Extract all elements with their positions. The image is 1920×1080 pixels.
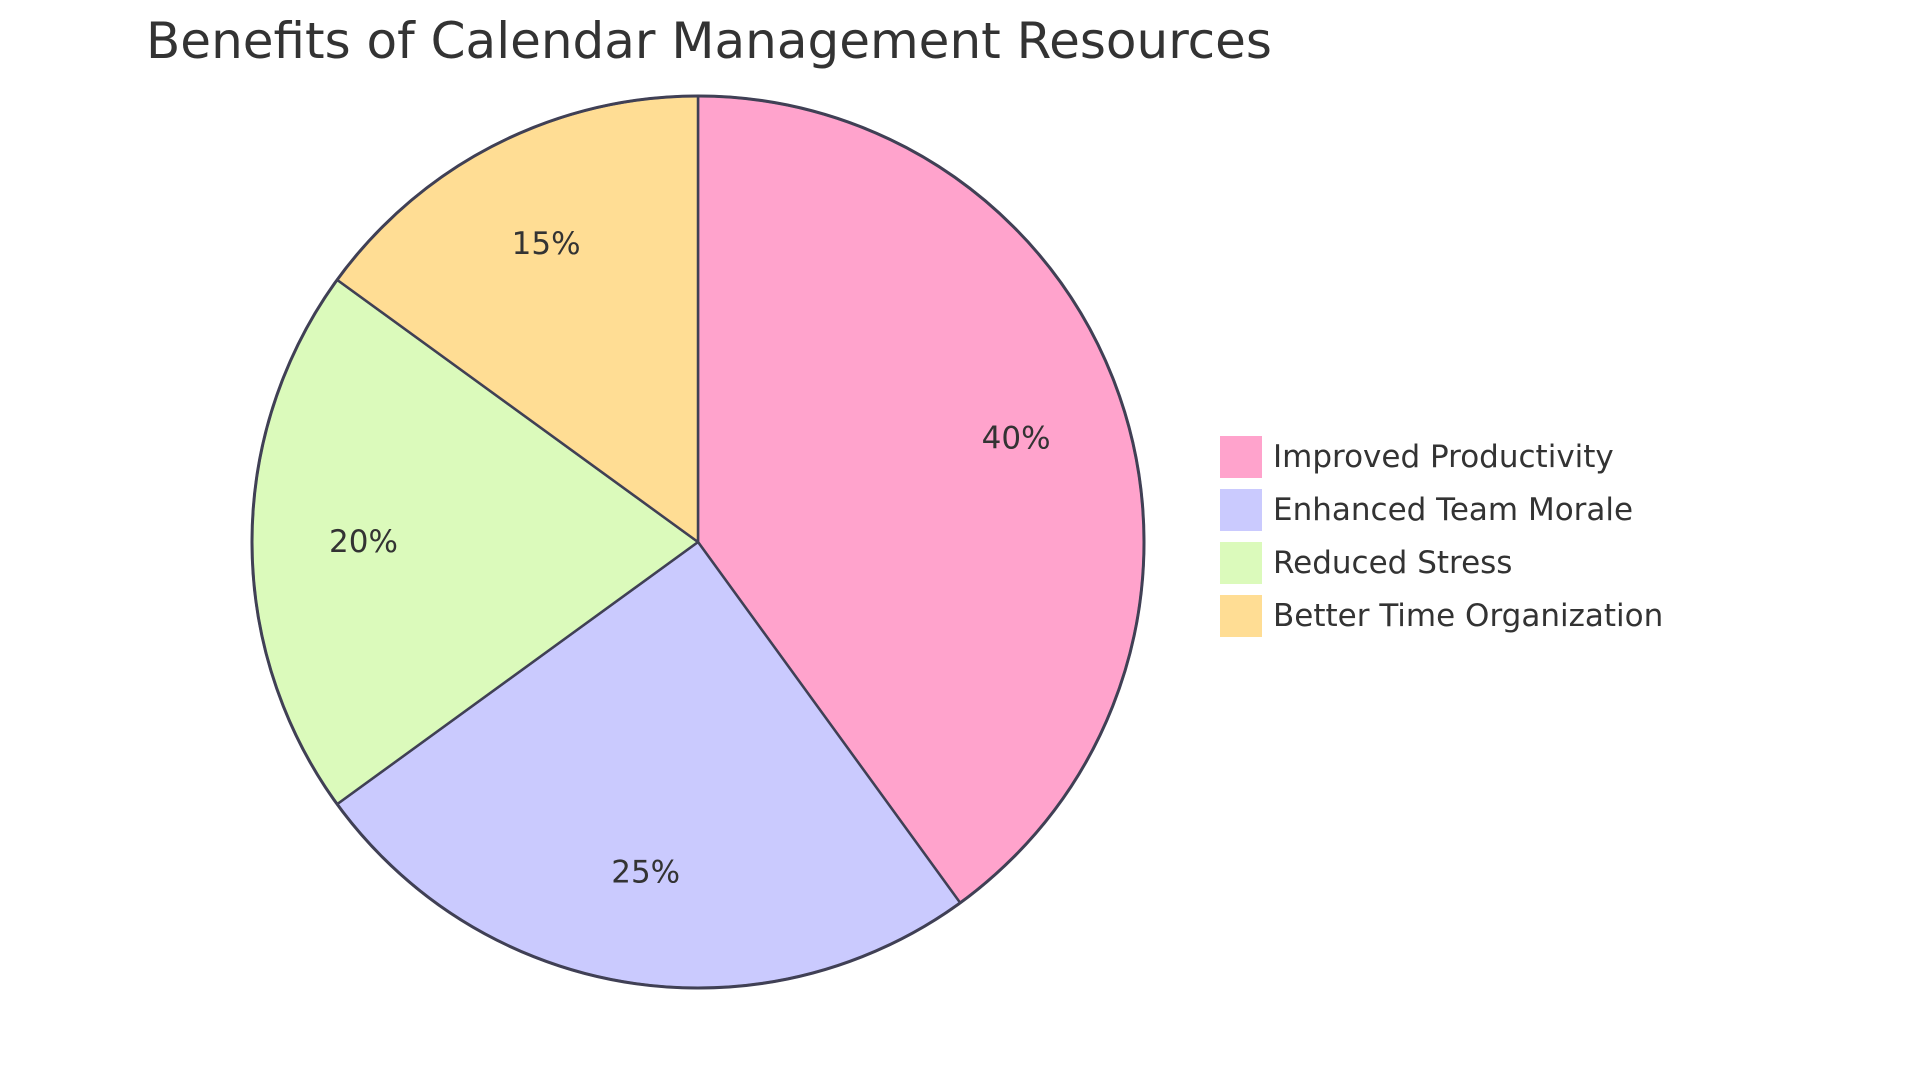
legend-item: Improved Productivity [1218, 434, 1614, 480]
legend-label: Reduced Stress [1273, 545, 1512, 581]
legend-item: Reduced Stress [1218, 540, 1512, 586]
slice-value-label: 20% [329, 524, 398, 560]
legend-label: Enhanced Team Morale [1273, 492, 1633, 528]
legend-swatch [1218, 593, 1264, 639]
legend-item: Enhanced Team Morale [1218, 487, 1633, 533]
chart-title: Benefits of Calendar Management Resource… [146, 12, 1272, 70]
legend-label: Improved Productivity [1273, 439, 1614, 475]
legend-swatch [1218, 487, 1264, 533]
pie-slice-labels: 40% 25% 20% 15% [329, 226, 1051, 890]
slice-value-label: 40% [982, 421, 1051, 457]
slice-value-label: 25% [611, 854, 680, 890]
legend: Improved Productivity Enhanced Team Moral… [1218, 434, 1663, 639]
legend-swatch [1218, 434, 1264, 480]
legend-item: Better Time Organization [1218, 593, 1663, 639]
legend-label: Better Time Organization [1273, 598, 1663, 634]
pie-slices [250, 94, 1146, 990]
slice-value-label: 15% [512, 226, 581, 262]
pie-outline [250, 94, 1146, 990]
legend-swatch [1218, 540, 1264, 586]
